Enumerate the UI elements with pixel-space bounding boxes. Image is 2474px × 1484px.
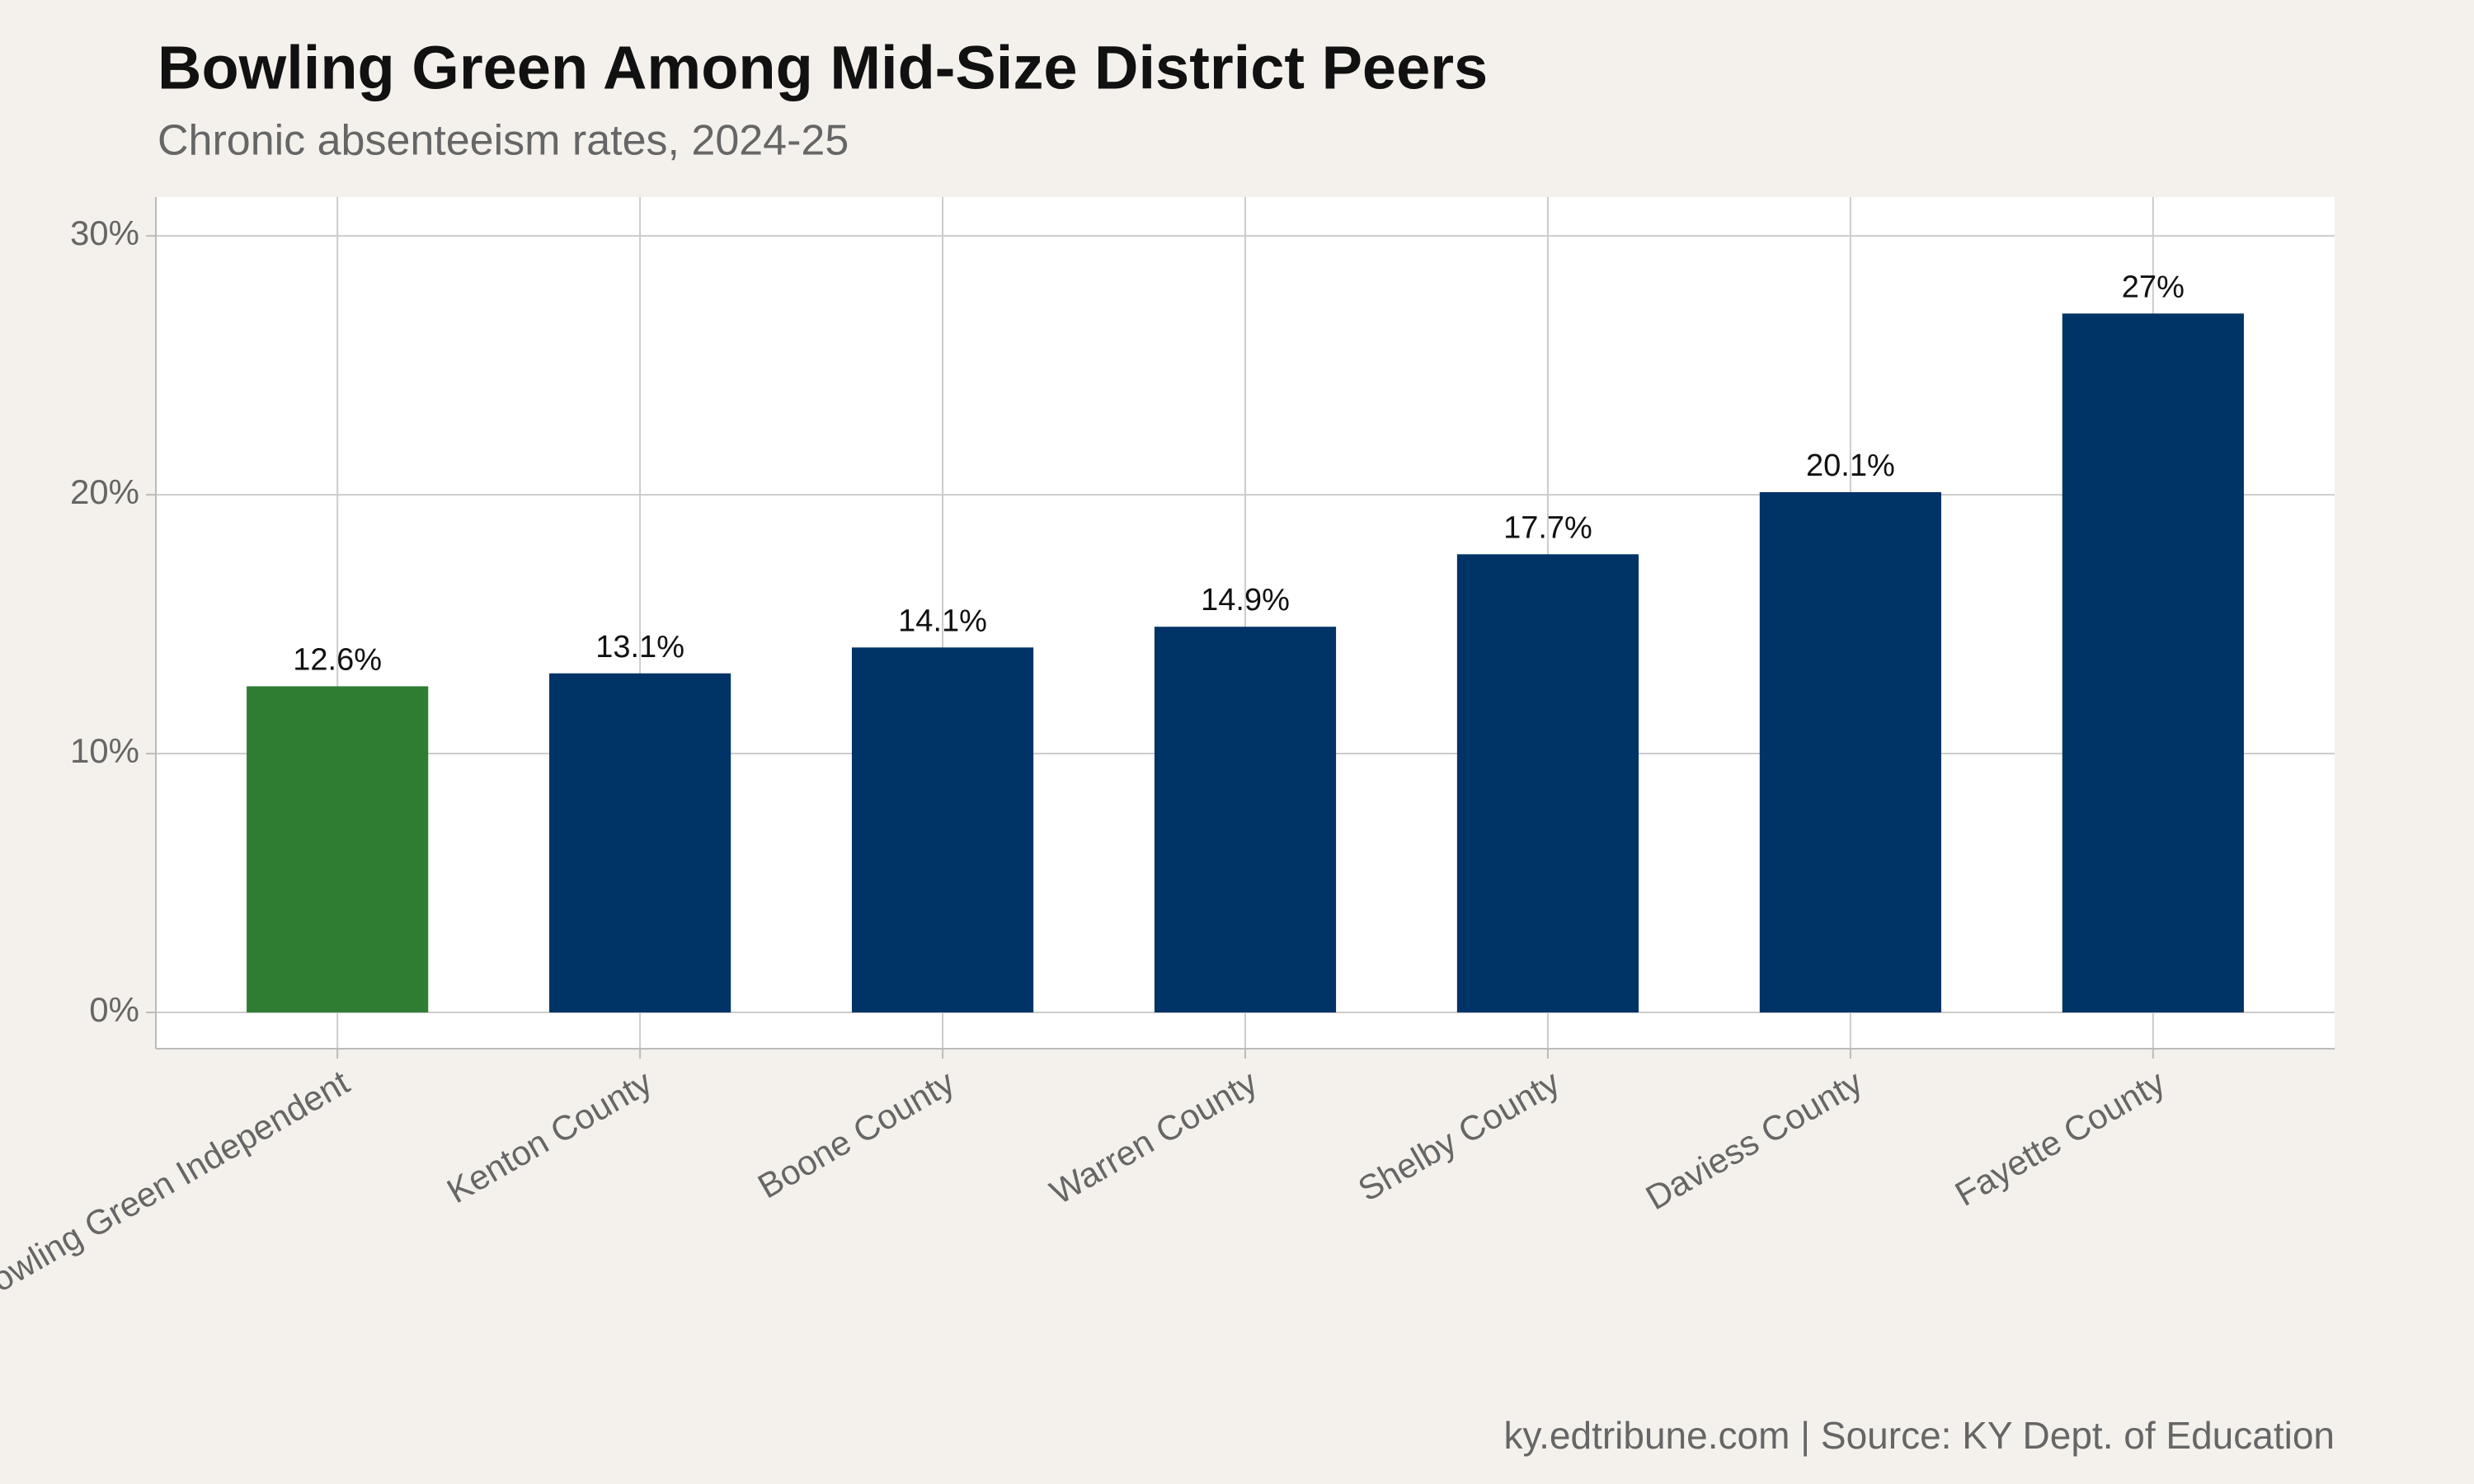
value-label: 14.1% bbox=[898, 603, 987, 638]
bar bbox=[1456, 554, 1639, 1013]
bar bbox=[851, 647, 1034, 1013]
bar bbox=[2062, 313, 2244, 1013]
value-label: 14.9% bbox=[1201, 583, 1290, 618]
bar bbox=[1154, 627, 1337, 1013]
value-label: 17.7% bbox=[1503, 510, 1592, 545]
value-label: 20.1% bbox=[1806, 448, 1895, 483]
chart-title: Bowling Green Among Mid-Size District Pe… bbox=[158, 34, 1488, 102]
y-tick-label: 10% bbox=[70, 731, 139, 770]
bar bbox=[1759, 491, 1941, 1013]
y-tick-label: 30% bbox=[70, 214, 139, 252]
y-tick-label: 20% bbox=[70, 472, 139, 511]
value-label: 12.6% bbox=[293, 642, 382, 677]
bar bbox=[247, 686, 429, 1013]
bar bbox=[549, 673, 731, 1013]
value-label: 13.1% bbox=[595, 630, 684, 665]
caption: ky.edtribune.com | Source: KY Dept. of E… bbox=[1504, 1414, 2335, 1457]
chart-subtitle: Chronic absenteeism rates, 2024-25 bbox=[158, 117, 849, 165]
y-tick-label: 0% bbox=[89, 990, 139, 1029]
value-label: 27% bbox=[2122, 270, 2185, 304]
